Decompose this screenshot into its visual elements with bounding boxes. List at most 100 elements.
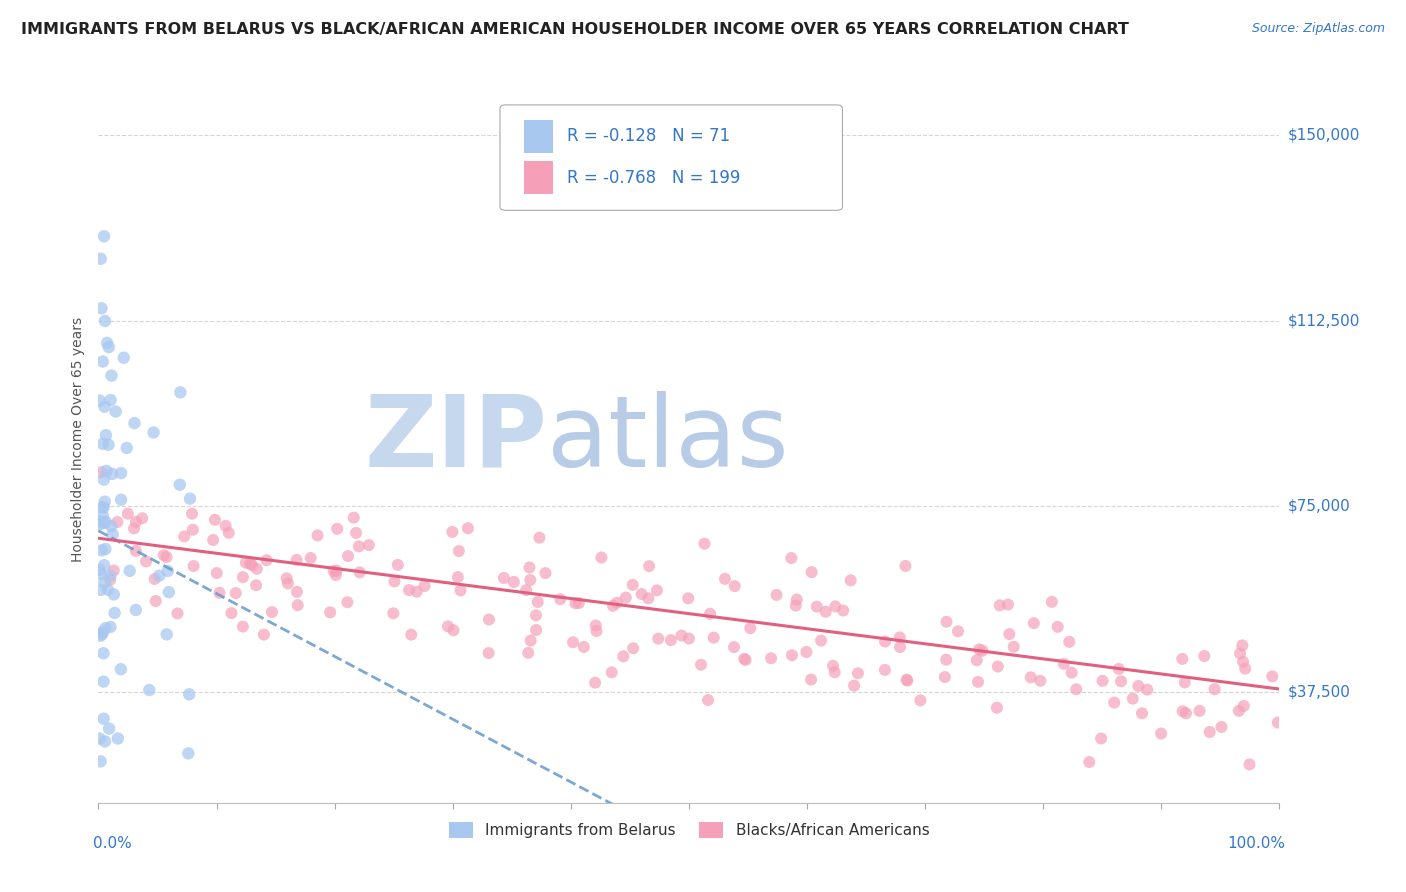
Point xyxy=(115,441,138,455)
Point xyxy=(966,653,988,667)
Point xyxy=(889,631,911,645)
Point xyxy=(492,571,515,585)
Point xyxy=(110,466,132,480)
Point xyxy=(1174,675,1197,690)
Point xyxy=(94,515,117,529)
Point xyxy=(90,543,112,558)
Point xyxy=(94,494,117,508)
Point xyxy=(568,596,591,610)
Point xyxy=(204,513,226,527)
Point xyxy=(246,562,269,576)
Point xyxy=(91,627,114,641)
Point xyxy=(740,621,762,635)
Point xyxy=(89,393,111,408)
Point xyxy=(1150,726,1173,740)
Point xyxy=(93,646,115,660)
Point xyxy=(645,583,668,598)
Point xyxy=(548,592,571,607)
Point xyxy=(839,574,862,588)
Point xyxy=(697,693,720,707)
Point xyxy=(256,553,278,567)
Point xyxy=(1171,652,1194,666)
Point xyxy=(94,314,117,328)
Point xyxy=(1130,706,1153,721)
Point xyxy=(94,734,117,748)
Point xyxy=(1108,662,1130,676)
Point xyxy=(1102,696,1125,710)
Point xyxy=(100,392,122,407)
Point xyxy=(1029,673,1052,688)
Point xyxy=(621,578,644,592)
Point xyxy=(398,583,420,598)
Point xyxy=(145,594,167,608)
Point xyxy=(800,673,823,687)
Point xyxy=(526,595,548,609)
Point xyxy=(889,640,911,654)
Point xyxy=(181,523,204,537)
Point xyxy=(125,515,148,529)
Point xyxy=(519,573,541,587)
Text: ZIP: ZIP xyxy=(364,391,547,488)
Point xyxy=(647,632,669,646)
Point xyxy=(896,673,918,687)
Point xyxy=(873,663,896,677)
Point xyxy=(824,599,846,614)
Text: $75,000: $75,000 xyxy=(1288,499,1351,514)
Point xyxy=(1109,674,1132,689)
Point xyxy=(135,554,157,568)
Point xyxy=(97,340,120,354)
Point xyxy=(1232,655,1254,669)
Point xyxy=(659,633,682,648)
Point xyxy=(91,500,114,515)
Point xyxy=(734,653,756,667)
Point xyxy=(93,516,115,530)
Text: $112,500: $112,500 xyxy=(1288,313,1360,328)
Point xyxy=(97,438,120,452)
Point xyxy=(91,625,114,640)
Point xyxy=(502,574,524,589)
Point xyxy=(103,564,125,578)
Point xyxy=(935,615,957,629)
Point xyxy=(285,553,308,567)
Point xyxy=(1229,646,1251,660)
Point xyxy=(806,599,828,614)
Point xyxy=(117,507,139,521)
Point xyxy=(100,368,122,383)
Point xyxy=(1232,639,1254,653)
Point xyxy=(143,572,166,586)
FancyBboxPatch shape xyxy=(501,105,842,211)
Point xyxy=(842,679,865,693)
Point xyxy=(515,583,537,598)
Point xyxy=(1211,720,1233,734)
Legend: Immigrants from Belarus, Blacks/African Americans: Immigrants from Belarus, Blacks/African … xyxy=(444,817,934,842)
Point xyxy=(277,576,299,591)
Point xyxy=(239,557,262,571)
Point xyxy=(98,573,121,587)
Point xyxy=(94,428,117,442)
Point xyxy=(110,492,132,507)
Point xyxy=(179,687,201,701)
Point xyxy=(100,519,122,533)
Point xyxy=(285,585,308,599)
Point xyxy=(1234,662,1257,676)
Point xyxy=(591,550,613,565)
Point xyxy=(450,583,472,598)
FancyBboxPatch shape xyxy=(523,161,553,194)
Point xyxy=(124,416,146,430)
Point xyxy=(796,645,818,659)
Point xyxy=(967,642,990,657)
Point xyxy=(534,566,557,580)
Point xyxy=(967,674,990,689)
Point xyxy=(638,559,661,574)
Point xyxy=(1171,704,1194,718)
Point xyxy=(89,514,111,528)
Point xyxy=(875,634,897,648)
Point xyxy=(630,587,652,601)
Point xyxy=(349,566,371,580)
Point xyxy=(336,595,359,609)
Point xyxy=(90,755,112,769)
Point xyxy=(325,568,347,582)
Point xyxy=(413,579,436,593)
Text: $150,000: $150,000 xyxy=(1288,128,1360,143)
Point xyxy=(437,619,460,633)
